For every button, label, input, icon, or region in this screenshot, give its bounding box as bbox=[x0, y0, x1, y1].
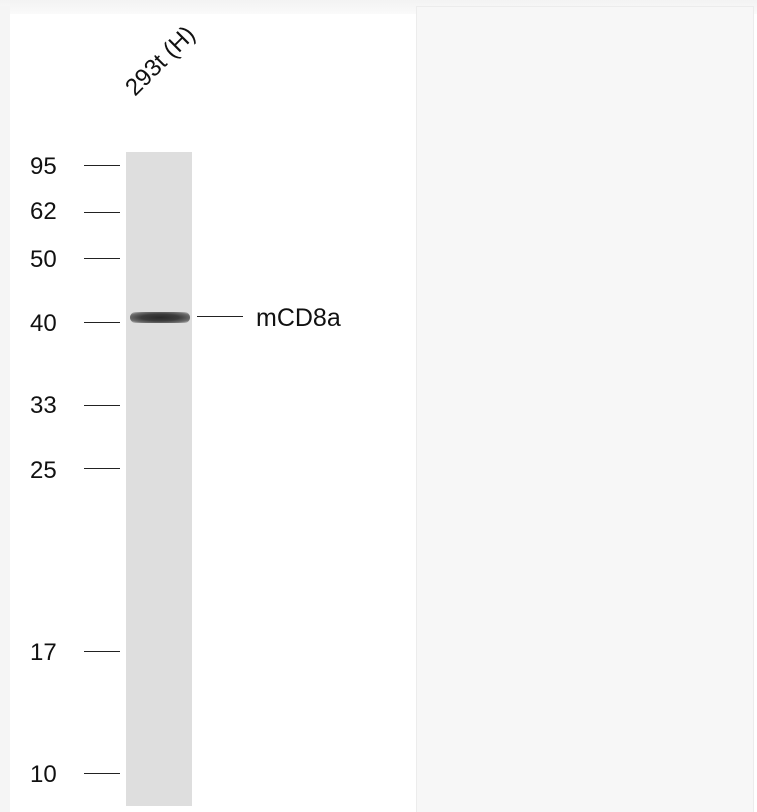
marker-tick-40 bbox=[84, 322, 120, 323]
marker-label-25: 25 bbox=[30, 457, 57, 484]
marker-tick-33 bbox=[84, 405, 120, 406]
marker-label-33: 33 bbox=[30, 392, 57, 419]
marker-label-17: 17 bbox=[30, 639, 57, 666]
protein-band bbox=[130, 312, 190, 323]
marker-tick-10 bbox=[84, 773, 120, 774]
sample-lane bbox=[126, 152, 192, 806]
marker-tick-17 bbox=[84, 651, 120, 652]
marker-label-10: 10 bbox=[30, 761, 57, 788]
marker-tick-95 bbox=[84, 165, 120, 166]
left-border bbox=[0, 6, 10, 812]
protein-pointer-line bbox=[197, 316, 243, 317]
blank-right-panel bbox=[416, 6, 754, 812]
marker-label-62: 62 bbox=[30, 198, 57, 225]
blot-area bbox=[10, 14, 416, 812]
marker-tick-62 bbox=[84, 212, 120, 213]
marker-label-95: 95 bbox=[30, 153, 57, 180]
protein-label: mCD8a bbox=[256, 304, 341, 332]
marker-tick-25 bbox=[84, 468, 120, 469]
marker-label-50: 50 bbox=[30, 246, 57, 273]
marker-tick-50 bbox=[84, 258, 120, 259]
marker-label-40: 40 bbox=[30, 310, 57, 337]
